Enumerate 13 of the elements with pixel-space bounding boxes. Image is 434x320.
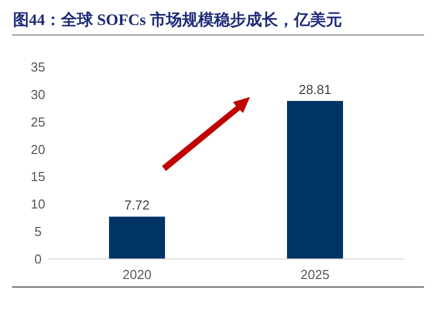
x-tick-label: 2025 [300,267,330,282]
x-tick-label: 2020 [122,267,152,282]
y-tick-label: 25 [30,114,46,130]
data-label: 28.81 [298,82,332,97]
y-tick-label: 20 [30,142,46,157]
y-tick-label: 15 [30,169,46,184]
y-tick-label: 10 [30,196,46,212]
chart-title: 图44：全球 SOFCs 市场规模稳步成长，亿美元 [13,10,342,29]
data-label: 7.72 [124,198,150,213]
y-tick-label: 0 [34,252,42,266]
y-tick-label: 5 [34,224,42,240]
y-tick-label: 30 [30,86,46,102]
y-tick-label: 35 [30,60,46,74]
